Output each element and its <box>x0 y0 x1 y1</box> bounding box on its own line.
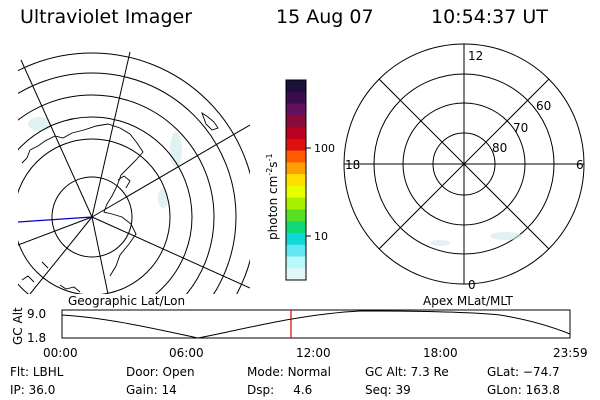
colorbar-segment <box>286 232 306 246</box>
colorbar-segment <box>286 162 306 175</box>
timeline-y-label-min: 1.8 <box>27 331 46 345</box>
timeline-axis-label: GC Alt <box>11 307 25 345</box>
latitude-circles <box>18 52 250 294</box>
status-dsp: Dsp: 4.6 <box>247 383 313 397</box>
mlt-label-6: 6 <box>576 158 584 172</box>
geographic-map <box>18 51 250 294</box>
colorbar-segment <box>286 80 306 93</box>
colorbar-frame <box>285 79 307 281</box>
island-outline <box>201 111 219 131</box>
polar-panel-label: Apex MLat/MLT <box>423 294 513 308</box>
timeline-y-label-max: 9.0 <box>27 307 46 321</box>
colorbar-segment <box>286 256 306 269</box>
status-flt: Flt: LBHL <box>10 365 64 379</box>
timeline-x-label-0000: 00:00 <box>43 346 78 360</box>
colorbar-segment <box>286 268 306 281</box>
status-gain: Gain: 14 <box>126 383 177 397</box>
polar-diagonal-2 <box>378 78 550 250</box>
status-seq: Seq: 39 <box>365 383 411 397</box>
colorbar-segment <box>286 150 306 163</box>
colorbar-segment <box>286 244 306 257</box>
colorbar-segment <box>286 115 306 128</box>
mlt-label-12: 12 <box>468 49 483 63</box>
instrument-title: Ultraviolet Imager <box>20 6 193 28</box>
colorbar-segment <box>286 209 306 222</box>
colorbar-tick-label-10: 10 <box>314 230 328 243</box>
status-gc-alt: GC Alt: 7.3 Re <box>365 365 449 379</box>
timeline-x-label-2359: 23:59 <box>553 346 588 360</box>
status-glon: GLon: 163.8 <box>487 383 560 397</box>
colorbar <box>286 80 306 281</box>
timeline-x-label-1200: 12:00 <box>296 346 331 360</box>
orbit-altitude-curve <box>61 310 571 339</box>
reference-longitude-line <box>18 216 93 223</box>
colorbar-segment <box>286 221 306 234</box>
timeline-x-label-0600: 06:00 <box>169 346 204 360</box>
geographic-panel-label: Geographic Lat/Lon <box>68 294 185 308</box>
mlat-label-80: 80 <box>492 141 507 155</box>
mlt-label-0: 0 <box>468 278 476 292</box>
mlt-label-18: 18 <box>345 158 360 172</box>
status-ip: IP: 36.0 <box>10 383 56 397</box>
mlat-label-60: 60 <box>536 99 551 113</box>
colorbar-segment <box>286 103 306 116</box>
colorbar-unit-label: photon cm-2s-1 <box>265 153 280 240</box>
status-glat: GLat: −74.7 <box>487 365 560 379</box>
timeline-x-label-1800: 18:00 <box>423 346 458 360</box>
timeline-frame <box>61 309 571 339</box>
mlat-label-70: 70 <box>513 121 528 135</box>
meridian-lines <box>18 51 250 294</box>
colorbar-segment <box>286 127 306 140</box>
time-label: 10:54:37 UT <box>431 6 548 28</box>
status-door: Door: Open <box>126 365 195 379</box>
colorbar-segment <box>286 91 306 105</box>
polar-plot <box>343 43 585 285</box>
status-mode: Mode: Normal <box>247 365 331 379</box>
coastline <box>21 123 144 293</box>
polar-aurora-glow <box>430 232 522 246</box>
colorbar-tick-label-100: 100 <box>314 142 335 155</box>
colorbar-segment <box>286 185 306 199</box>
colorbar-segment <box>286 174 306 187</box>
date-label: 15 Aug 07 <box>276 6 374 28</box>
colorbar-segment <box>286 138 306 152</box>
colorbar-segment <box>286 197 306 210</box>
